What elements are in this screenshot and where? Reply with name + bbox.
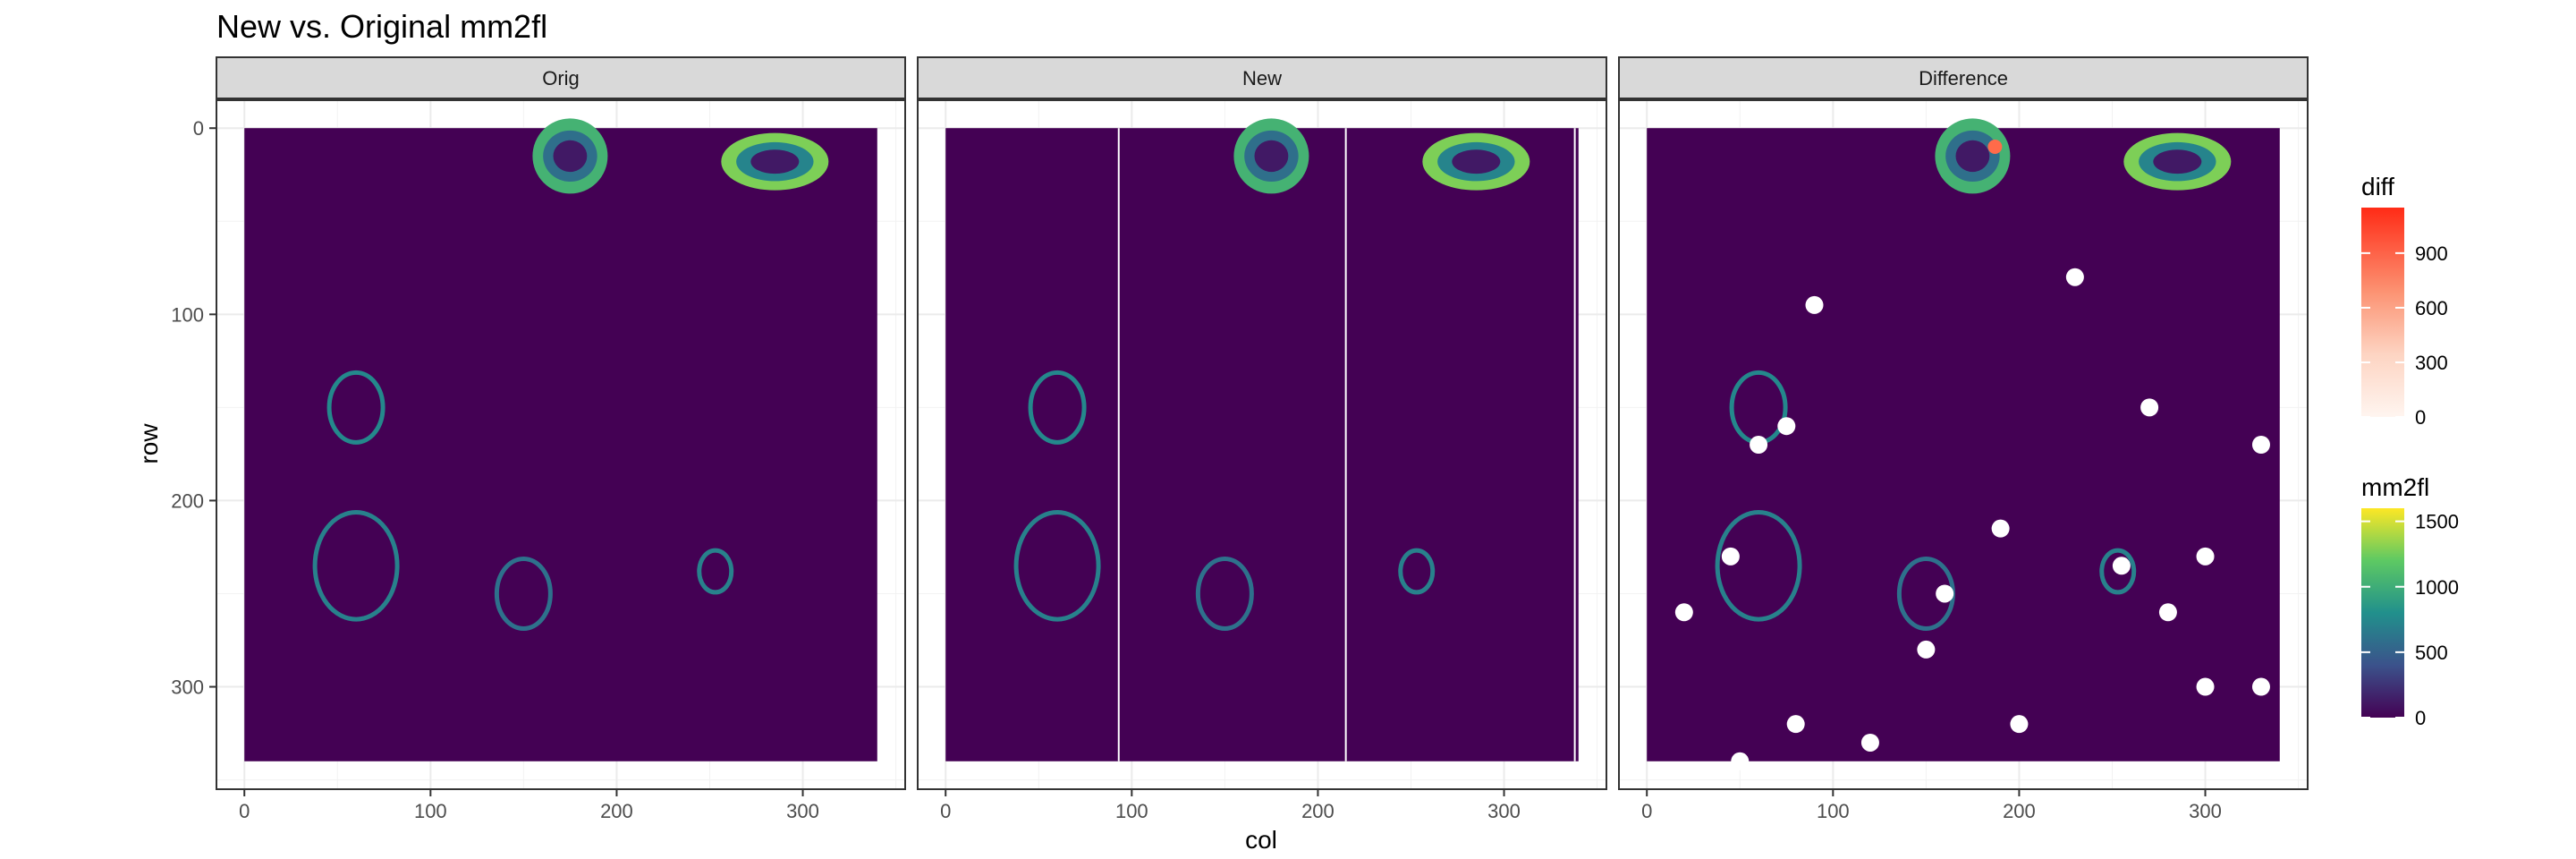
diff-white-pixel [1731,752,1750,770]
facet-strip [1618,56,2309,99]
diff-white-pixel [1991,519,2010,538]
x-tick-label: 100 [414,800,447,822]
legend-mm2fl-colorbar [2361,508,2404,718]
legend-tick-label: 1000 [2415,576,2459,599]
x-tick-label: 300 [786,800,819,822]
feature-top-right-blob [721,132,829,191]
diff-white-pixel [1805,295,1824,314]
facet-label: Difference [1919,67,2008,89]
diff-white-pixel [2196,677,2215,696]
diff-white-pixel [1674,603,1693,622]
x-axis-title: col [1245,826,1277,854]
panel-orig: Orig 0 100 200 300 [216,56,906,822]
legend-tick-label: 900 [2415,242,2448,265]
panel-border [216,99,906,790]
x-tick-label: 100 [1115,800,1148,822]
feature-top-right-blob [2123,132,2232,191]
feature-top-center-blob [1233,118,1309,194]
diff-white-pixel [2140,398,2159,417]
diff-white-pixel [2158,603,2177,622]
diff-white-pixel [2251,677,2270,696]
x-tick-label: 300 [2189,800,2222,822]
panel-difference: Difference 0 100 200 300 [1618,56,2309,822]
legend-tick-label: 500 [2415,642,2448,664]
diff-white-pixel [1917,640,1936,659]
raster-background [945,128,1579,761]
feature-top-center-blob [1935,118,2011,194]
legend-diff-colorbar [2361,208,2404,417]
x-tick-label: 200 [2003,800,2036,822]
x-tick-label: 0 [1641,800,1652,822]
diff-white-pixel [1777,417,1796,436]
diff-white-pixel [2112,557,2131,575]
legend-tick-label: 0 [2415,707,2426,729]
diff-white-pixel [1936,584,1954,603]
diff-white-pixel [2065,268,2084,286]
diff-red-pixel [1987,140,2003,155]
feature-lower-left-curve [312,509,400,622]
y-tick-label: 300 [171,676,204,699]
facet-label: Orig [542,67,580,89]
feature-lower-left-curve [1715,509,1802,622]
diff-white-pixel [2251,436,2270,454]
feature-center-loop [1195,556,1254,631]
y-tick-label: 100 [171,303,204,326]
feature-lower-left-curve [1013,509,1101,622]
y-axis-title: row [135,423,163,464]
feature-right-small-loop [2099,548,2137,595]
legend-diff: diff 0 300 600 900 [2361,173,2448,429]
feature-left-ring [326,370,386,445]
x-tick-label: 0 [940,800,951,822]
x-tick-label: 300 [1487,800,1521,822]
diff-white-pixel [1860,733,1879,752]
diff-white-pixel [2196,547,2215,566]
y-tick-label: 200 [171,489,204,512]
panel-new: New 0 100 200 300 [917,56,1607,822]
x-tick-label: 200 [1301,800,1335,822]
legend-tick-label: 1500 [2415,511,2459,533]
feature-top-center-blob [532,118,608,194]
feature-center-loop [494,556,553,631]
legend-mm2fl-title: mm2fl [2361,473,2429,501]
legend-mm2fl: mm2fl 0 500 1000 1500 [2361,473,2459,729]
feature-left-ring [1028,370,1087,445]
raster-background [244,128,877,761]
diff-white-pixel [1721,547,1740,566]
facet-label: New [1242,67,1282,89]
raster-background [1647,128,2280,761]
legend-tick-label: 0 [2415,406,2426,429]
panel-border [917,99,1607,790]
legend-diff-title: diff [2361,173,2394,200]
diff-white-pixel [1786,715,1805,734]
legend-tick-label: 600 [2415,297,2448,319]
legend-tick-label: 300 [2415,352,2448,374]
feature-right-small-loop [1398,548,1436,595]
x-tick-label: 200 [600,800,633,822]
x-tick-label: 100 [1817,800,1850,822]
panel-border [1618,99,2309,790]
x-tick-label: 0 [239,800,250,822]
facet-strip [216,56,906,99]
feature-right-small-loop [697,548,734,595]
diff-white-pixel [2010,715,2029,734]
chart-title: New vs. Original mm2fl [216,8,547,45]
facet-strip [917,56,1607,99]
feature-top-right-blob [1422,132,1530,191]
diff-white-pixel [1750,436,1768,454]
y-tick-label: 0 [193,117,204,140]
